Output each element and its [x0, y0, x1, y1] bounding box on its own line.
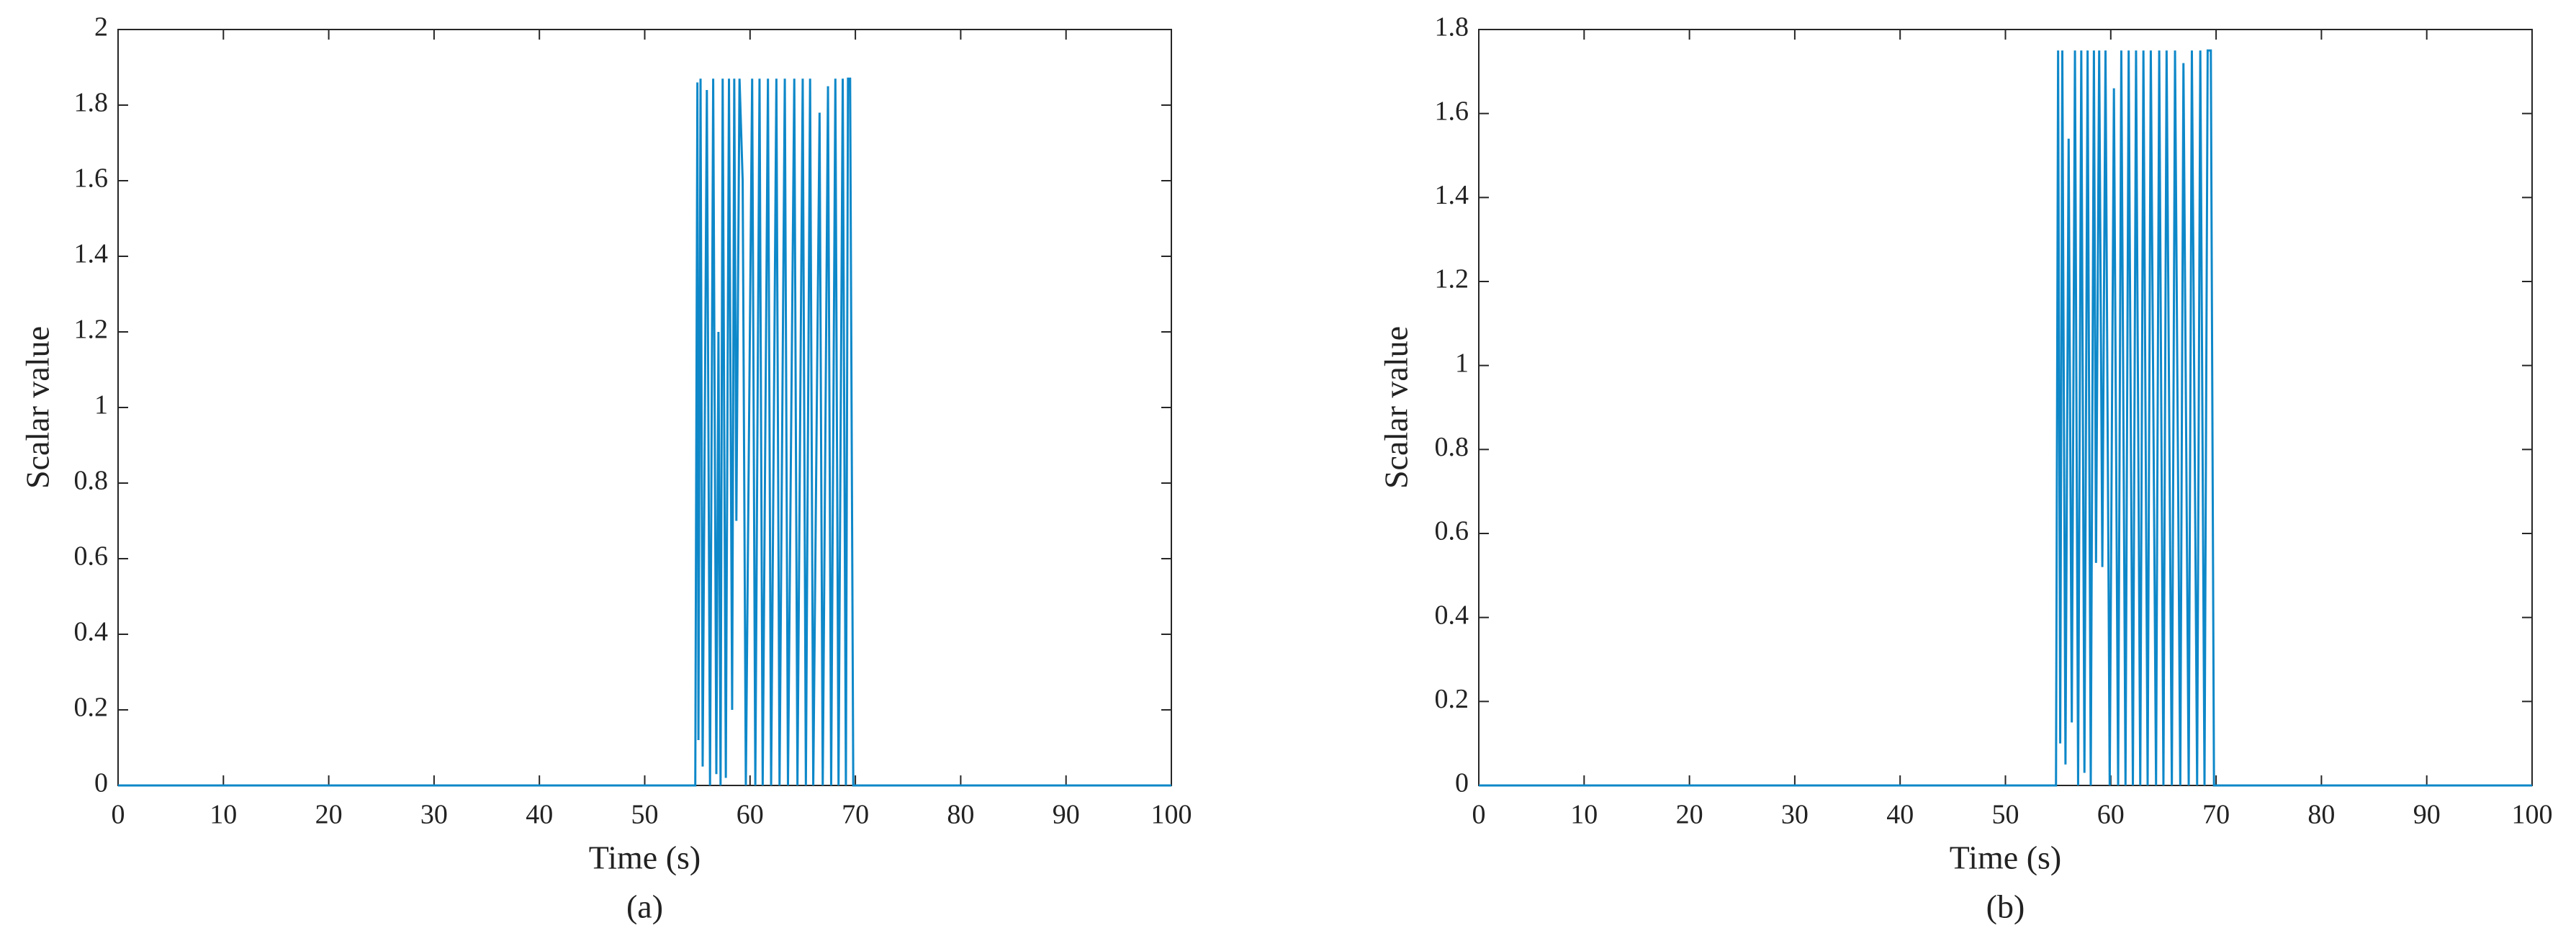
y-tick-label: 1.6 — [74, 163, 109, 194]
y-tick-label: 0.6 — [1435, 516, 1469, 546]
x-tick-label: 90 — [2413, 800, 2441, 830]
y-axis-label: Scalar value — [19, 326, 56, 489]
plot-frame — [117, 29, 1172, 786]
y-tick-label: 0 — [1455, 768, 1469, 798]
y-tick-label: 0 — [94, 768, 108, 798]
y-tick-label: 0.8 — [74, 466, 109, 496]
x-tick-label: 10 — [210, 800, 237, 830]
x-tick-label: 10 — [1570, 800, 1598, 830]
caption: (b) — [1986, 888, 2025, 925]
x-tick-label: 80 — [947, 800, 974, 830]
y-axis-label: Scalar value — [1378, 326, 1415, 489]
y-tick-label: 1.2 — [1435, 264, 1469, 294]
data-line — [1479, 49, 2532, 787]
y-tick-label: 1.4 — [74, 239, 109, 269]
y-tick-label: 1.4 — [1435, 180, 1469, 210]
y-tick-label: 1.6 — [1435, 96, 1469, 126]
x-tick-label: 50 — [631, 800, 659, 830]
x-tick-label: 100 — [1151, 800, 1192, 830]
x-tick-label: 0 — [112, 800, 125, 830]
y-tick-label: 0.4 — [1435, 600, 1469, 630]
x-tick-label: 50 — [1992, 800, 2019, 830]
x-tick-label: 40 — [526, 800, 553, 830]
y-tick-label: 0.2 — [1435, 684, 1469, 714]
x-tick-label: 100 — [2512, 800, 2553, 830]
x-tick-label: 60 — [737, 800, 764, 830]
x-tick-label: 70 — [842, 800, 869, 830]
y-tick-label: 0.2 — [74, 693, 109, 723]
x-axis-label: Time (s) — [589, 839, 701, 876]
x-tick-label: 40 — [1886, 800, 1914, 830]
x-tick-label: 80 — [2307, 800, 2335, 830]
x-tick-label: 60 — [2097, 800, 2125, 830]
y-tick-label: 0.4 — [74, 617, 109, 647]
y-tick-label: 2 — [94, 12, 108, 42]
caption: (a) — [626, 888, 663, 925]
data-line — [118, 77, 1171, 787]
x-tick-label: 70 — [2202, 800, 2230, 830]
plot-frame — [1478, 29, 2533, 786]
x-tick-label: 0 — [1472, 800, 1486, 830]
y-tick-label: 0.6 — [74, 541, 109, 572]
x-tick-label: 20 — [1676, 800, 1703, 830]
y-tick-label: 1 — [1455, 348, 1469, 378]
y-tick-label: 0.8 — [1435, 432, 1469, 462]
y-tick-label: 1.8 — [74, 88, 109, 118]
y-tick-label: 1.8 — [1435, 12, 1469, 42]
x-tick-label: 30 — [1781, 800, 1809, 830]
y-tick-label: 1.2 — [74, 315, 109, 345]
x-tick-label: 30 — [420, 800, 448, 830]
x-tick-label: 90 — [1053, 800, 1080, 830]
x-tick-label: 20 — [315, 800, 343, 830]
x-axis-label: Time (s) — [1950, 839, 2062, 876]
y-tick-label: 1 — [94, 390, 108, 420]
